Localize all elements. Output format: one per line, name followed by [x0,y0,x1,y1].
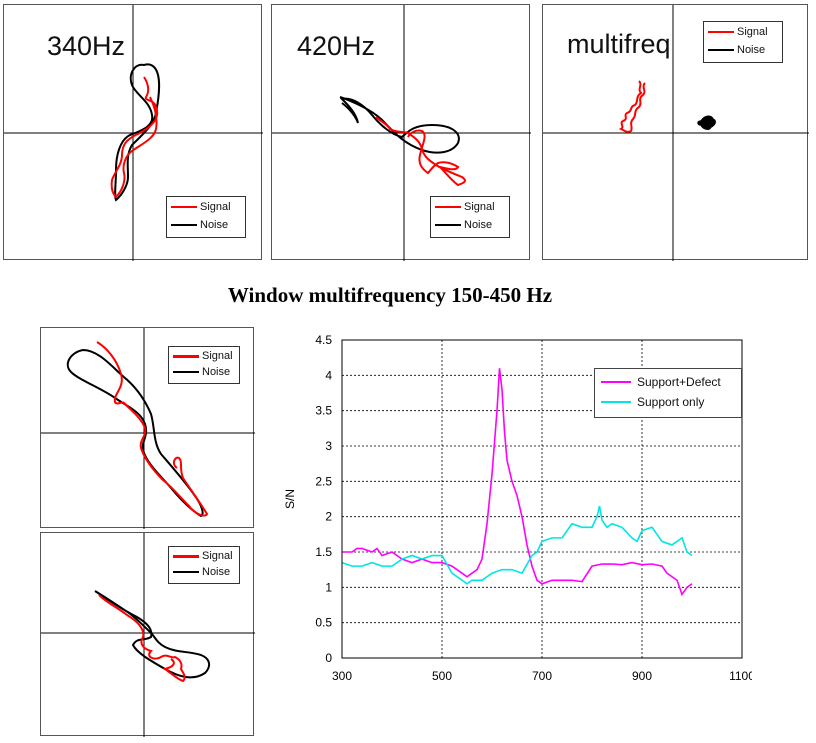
noise-trace [339,96,460,154]
x-tick-label: 300 [332,669,352,683]
y-tick-label: 2 [325,510,332,524]
noise-swatch [708,49,734,51]
x-tick-label: 900 [632,669,652,683]
polar-plot-multifreq-svg [543,5,809,261]
polar-plot-420hz: 420Hz Signal Noise [271,4,531,261]
legend-item-signal: Signal [708,23,778,41]
series-line-support-defect [342,368,693,597]
y-tick-label: 3 [325,439,332,453]
signal-trace [618,80,646,133]
legend-window-upper: Signal Noise [168,346,240,384]
chart-legend: Support+Defect Support only [594,368,742,418]
legend-item-signal: Signal [435,198,505,216]
legend-label-noise: Noise [464,219,493,231]
legend-label-support-only: Support only [637,395,705,409]
legend-label-signal: Signal [737,26,768,38]
noise-swatch [173,371,199,373]
legend-item-support-defect: Support+Defect [601,372,735,392]
noise-trace [94,590,211,679]
y-tick-label: 2.5 [315,474,332,488]
signal-swatch [708,31,734,33]
y-tick-label: 1.5 [315,545,332,559]
signal-trace [96,341,209,517]
y-tick-label: 0 [325,651,332,665]
legend-label-signal: Signal [202,350,233,362]
legend-window-lower: Signal Noise [168,546,240,584]
tick-layer: 0 0.5 1 1.5 2 2.5 3 3.5 4 4.5 300 500 700 900 1100 [315,333,752,683]
legend-340hz: Signal Noise [166,196,246,238]
noise-trace [114,63,161,202]
signal-trace [98,594,186,683]
legend-item-signal: Signal [171,198,241,216]
y-tick-label: 4 [325,368,332,382]
legend-multifreq: Signal Noise [703,21,783,63]
support-only-swatch [601,401,631,403]
polar-plot-window-upper-svg [41,328,255,529]
y-tick-label: 3.5 [315,404,332,418]
legend-label-support-defect: Support+Defect [637,375,721,389]
y-tick-label: 1 [325,580,332,594]
legend-item-support-only: Support only [601,392,735,412]
plot-label-420hz: 420Hz [297,31,376,61]
signal-trace [110,76,159,199]
x-tick-label: 1100 [729,669,752,683]
legend-item-noise: Noise [171,216,241,234]
support-defect-swatch [601,381,631,383]
y-axis-label: S/N [283,489,297,509]
legend-label-signal: Signal [202,550,233,562]
signal-swatch [173,354,199,358]
legend-label-noise: Noise [202,566,231,578]
legend-label-signal: Signal [200,201,231,213]
x-tick-label: 700 [532,669,552,683]
noise-swatch [171,224,197,226]
legend-label-noise: Noise [200,219,229,231]
series-layer [341,368,693,597]
legend-item-noise: Noise [173,364,235,380]
polar-plot-window-lower: Signal Noise [40,532,255,737]
y-tick-label: 0.5 [315,616,332,630]
legend-item-noise: Noise [435,216,505,234]
polar-plot-window-lower-svg [41,533,255,737]
noise-swatch [435,224,461,226]
x-tick-label: 500 [432,669,452,683]
polar-plot-340hz-svg [4,5,263,261]
section-title: Window multifrequency 150-450 Hz [227,283,553,307]
legend-item-noise: Noise [708,41,778,59]
noise-trace [697,115,716,130]
signal-swatch [171,206,197,208]
legend-item-signal: Signal [173,348,235,364]
signal-swatch [435,206,461,208]
legend-label-noise: Noise [202,366,231,378]
plot-label-340hz: 340Hz [47,31,126,61]
polar-plot-window-upper: Signal Noise [40,327,255,529]
polar-plot-420hz-svg [272,5,531,261]
legend-item-noise: Noise [173,564,235,580]
legend-item-signal: Signal [173,548,235,564]
series-line-support-only [341,505,693,585]
legend-420hz: Signal Noise [430,196,510,238]
legend-label-signal: Signal [464,201,495,213]
polar-plot-340hz: 340Hz Signal Noise [3,4,263,261]
signal-swatch [173,554,199,558]
y-tick-label: 4.5 [315,333,332,347]
noise-swatch [173,571,199,573]
polar-plot-multifreq: multifreq Signal Noise [542,4,809,261]
signal-trace [375,116,466,187]
plot-frame [341,339,743,659]
plot-label-multifreq: multifreq [567,29,671,59]
legend-label-noise: Noise [737,44,766,56]
